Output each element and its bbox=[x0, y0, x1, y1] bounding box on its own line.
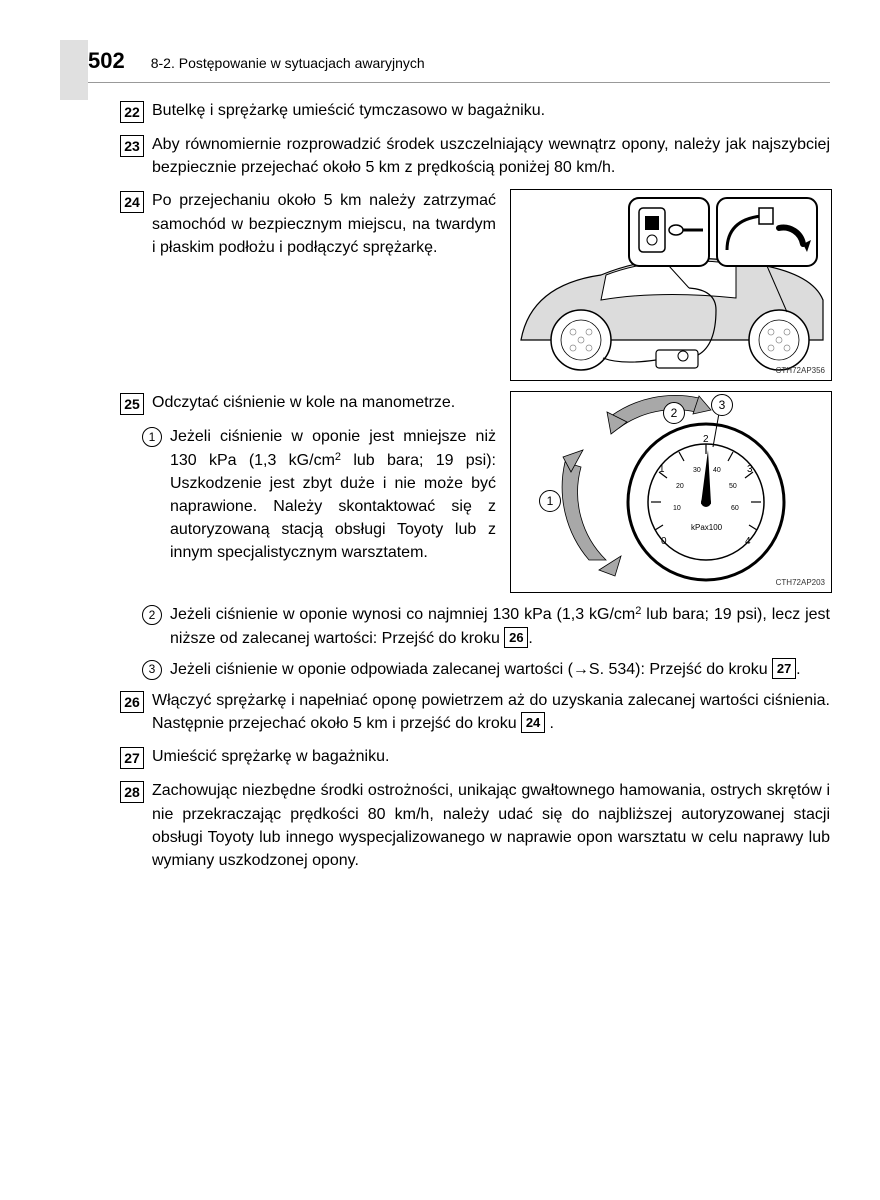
step-num: 22 bbox=[120, 101, 144, 123]
tick-2: 2 bbox=[703, 434, 709, 445]
step-text: Aby równomiernie rozprowadzić środek usz… bbox=[152, 133, 830, 179]
figure-caption: CTH72AP356 bbox=[776, 365, 825, 377]
step-num: 27 bbox=[120, 747, 144, 769]
svg-text:40: 40 bbox=[713, 467, 721, 474]
step-28: 28 Zachowując niezbędne środki ostrożnoś… bbox=[120, 779, 830, 872]
svg-text:50: 50 bbox=[729, 483, 737, 490]
step-23: 23 Aby równomiernie rozprowadzić środek … bbox=[120, 133, 830, 179]
svg-text:20: 20 bbox=[676, 483, 684, 490]
content: 22 Butelkę i sprężarkę umieścić tymczaso… bbox=[60, 99, 830, 872]
step-25-row: 25 Odczytać ciśnienie w kole na manometr… bbox=[120, 391, 830, 593]
page: 502 8-2. Postępowanie w sytuacjach awary… bbox=[0, 0, 880, 922]
figure-caption: CTH72AP203 bbox=[776, 577, 825, 589]
tick-4: 4 bbox=[745, 536, 751, 547]
tick-3: 3 bbox=[747, 464, 753, 475]
step-22: 22 Butelkę i sprężarkę umieścić tymczaso… bbox=[120, 99, 830, 123]
ref-27: 27 bbox=[772, 658, 796, 679]
section-title: 8-2. Postępowanie w sytuacjach awaryjnyc… bbox=[151, 55, 425, 71]
step-num: 28 bbox=[120, 781, 144, 803]
step-num: 26 bbox=[120, 691, 144, 713]
car-diagram-svg bbox=[511, 190, 831, 380]
step-num: 25 bbox=[120, 393, 144, 415]
step-27: 27 Umieścić sprężarkę w bagażniku. bbox=[120, 745, 830, 769]
svg-text:10: 10 bbox=[673, 505, 681, 512]
step-text: Butelkę i sprężarkę umieścić tymczasowo … bbox=[152, 99, 830, 123]
step-24: 24 Po przejechaniu około 5 km należy zat… bbox=[120, 189, 496, 259]
ref-24: 24 bbox=[521, 712, 545, 733]
tick-1: 1 bbox=[659, 464, 665, 475]
step-text: Włączyć sprężarkę i napełniać oponę powi… bbox=[152, 689, 830, 735]
gauge-unit: kPax100 bbox=[691, 523, 723, 532]
figure-car-compressor: CTH72AP356 bbox=[510, 189, 832, 381]
step-25-sub2: 2 Jeżeli ciśnienie w oponie wynosi co na… bbox=[142, 603, 830, 649]
step-num: 23 bbox=[120, 135, 144, 157]
step-25-sub1: 1 Jeżeli ciśnienie w oponie jest mniejsz… bbox=[142, 425, 496, 564]
step-text: Zachowując niezbędne środki ostrożności,… bbox=[152, 779, 830, 872]
step-26: 26 Włączyć sprężarkę i napełniać oponę p… bbox=[120, 689, 830, 735]
circ-1-icon: 1 bbox=[142, 427, 162, 447]
page-header: 502 8-2. Postępowanie w sytuacjach awary… bbox=[60, 48, 830, 83]
circ-2-icon: 2 bbox=[142, 605, 162, 625]
sub-text: Jeżeli ciśnienie w oponie odpowiada zale… bbox=[170, 658, 830, 681]
step-text: Po przejechaniu około 5 km należy zatrzy… bbox=[152, 189, 496, 259]
figure-gauge: 0 1 2 3 4 10 20 30 40 50 60 bbox=[510, 391, 832, 593]
circ-3-icon: 3 bbox=[142, 660, 162, 680]
step-25: 25 Odczytać ciśnienie w kole na manometr… bbox=[120, 391, 496, 415]
side-tab bbox=[60, 40, 88, 100]
step-text: Umieścić sprężarkę w bagażniku. bbox=[152, 745, 830, 769]
svg-text:60: 60 bbox=[731, 505, 739, 512]
sub-text: Jeżeli ciśnienie w oponie jest mniejsze … bbox=[170, 425, 496, 564]
tick-0: 0 bbox=[661, 536, 667, 547]
svg-text:30: 30 bbox=[693, 467, 701, 474]
step-24-row: 24 Po przejechaniu około 5 km należy zat… bbox=[120, 189, 830, 381]
step-text: Odczytać ciśnienie w kole na manometrze. bbox=[152, 391, 496, 415]
step-num: 24 bbox=[120, 191, 144, 213]
sub-text: Jeżeli ciśnienie w oponie wynosi co najm… bbox=[170, 603, 830, 649]
page-number: 502 bbox=[88, 48, 125, 74]
ref-26: 26 bbox=[504, 627, 528, 648]
step-25-sub3: 3 Jeżeli ciśnienie w oponie odpowiada za… bbox=[142, 658, 830, 681]
